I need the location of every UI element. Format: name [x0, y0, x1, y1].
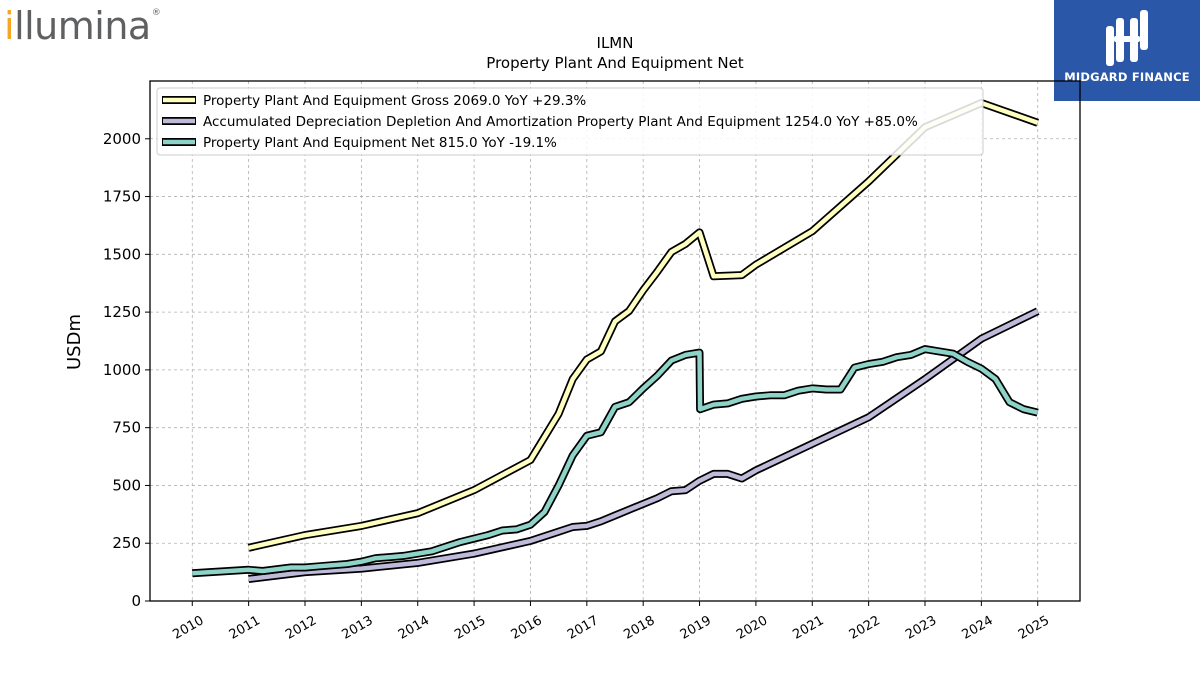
y-tick-label: 2000 — [103, 130, 141, 148]
plot-frame — [149, 80, 1081, 602]
x-tick-label: 2019 — [678, 613, 714, 643]
midgard-finance-logo: MIDGARD FINANCE — [1054, 0, 1200, 101]
y-tick-label: 250 — [112, 534, 141, 552]
x-tick-label: 2017 — [565, 613, 601, 643]
series-line-0 — [248, 100, 1039, 550]
chart-title: ILMN — [597, 34, 634, 52]
illumina-logo: illumina ® — [4, 4, 161, 48]
x-tick-label: 2020 — [734, 613, 770, 643]
y-tick-label: 1000 — [103, 361, 141, 379]
midgard-finance-label: MIDGARD FINANCE — [1064, 70, 1190, 84]
x-tick-label: 2025 — [1016, 613, 1052, 643]
x-tick-label: 2016 — [509, 613, 545, 643]
series-line-2 — [192, 346, 1039, 576]
grid — [150, 81, 1080, 602]
series-outline-0 — [247, 99, 1040, 552]
x-tick-label: 2024 — [960, 613, 996, 643]
x-tick-label: 2022 — [847, 613, 883, 643]
y-axis: 0 250 500 750 1000 1250 1500 1750 2000 — [103, 130, 150, 610]
y-tick-label: 500 — [112, 476, 141, 494]
legend-label-2: Property Plant And Equipment Net 815.0 Y… — [203, 135, 557, 151]
x-tick-label: 2014 — [396, 613, 432, 643]
x-tick-label: 2011 — [227, 613, 263, 643]
x-tick-label: 2013 — [340, 613, 376, 643]
registered-mark: ® — [151, 8, 161, 18]
legend-label-0: Property Plant And Equipment Gross 2069.… — [203, 93, 586, 109]
legend-box — [156, 87, 984, 156]
chart-subtitle: Property Plant And Equipment Net — [486, 54, 743, 72]
series-line-1 — [248, 309, 1039, 582]
y-tick-label: 1750 — [103, 188, 141, 206]
x-tick-label: 2010 — [170, 613, 206, 643]
illumina-logo-rest: llumina — [14, 4, 151, 48]
x-tick-label: 2023 — [903, 613, 939, 643]
y-tick-label: 1250 — [103, 303, 141, 321]
midgard-emblem-icon — [1106, 10, 1148, 66]
y-tick-label: 1500 — [103, 245, 141, 263]
x-axis: 2010 2011 2012 2013 2014 2015 2016 2017 2018 2019… — [170, 601, 1052, 643]
x-tick-label: 2015 — [452, 613, 488, 643]
x-tick-label: 2021 — [790, 613, 826, 643]
series-lines — [192, 99, 1040, 583]
y-tick-label: 0 — [131, 592, 141, 610]
illumina-logo-text: illumina — [4, 4, 151, 48]
y-tick-label: 750 — [112, 419, 141, 437]
legend: Property Plant And Equipment Gross 2069.… — [156, 87, 984, 156]
y-axis-label: USDm — [64, 314, 85, 370]
x-tick-label: 2012 — [283, 613, 319, 643]
legend-label-1: Accumulated Depreciation Depletion And A… — [203, 114, 918, 130]
x-tick-label: 2018 — [621, 613, 657, 643]
series-outline-2 — [192, 345, 1039, 578]
